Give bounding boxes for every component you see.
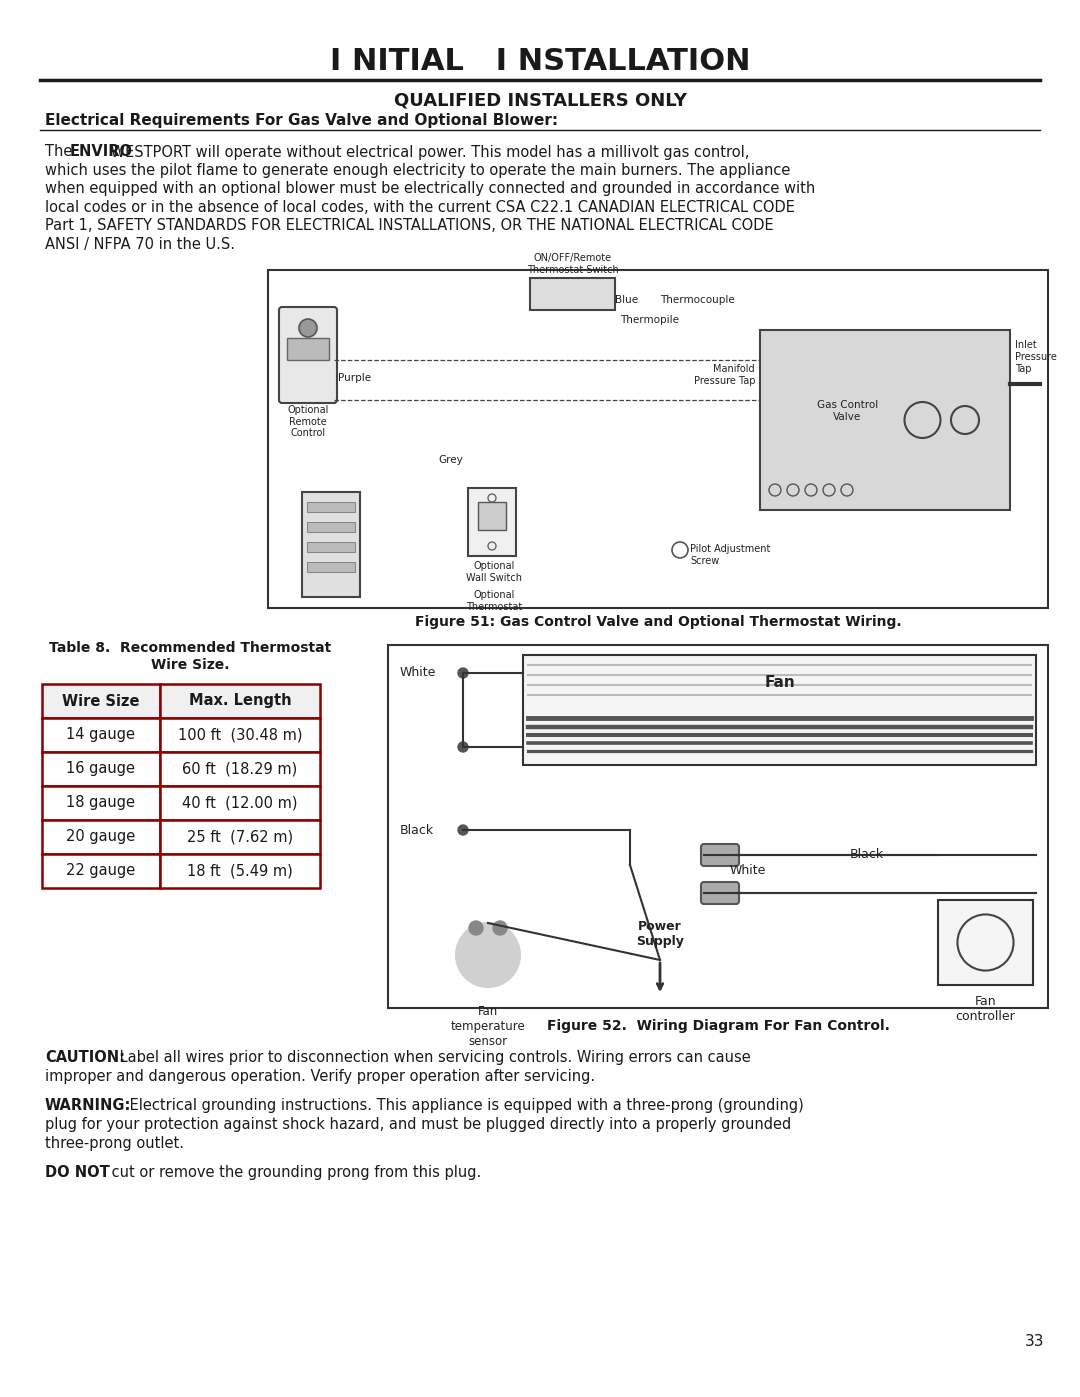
Circle shape [299,319,318,337]
Text: ANSI / NFPA 70 in the U.S.: ANSI / NFPA 70 in the U.S. [45,237,235,251]
Text: Figure 51: Gas Control Valve and Optional Thermostat Wiring.: Figure 51: Gas Control Valve and Optiona… [415,615,902,629]
FancyBboxPatch shape [279,307,337,402]
Text: Black: Black [850,848,885,862]
Text: 100 ft  (30.48 m): 100 ft (30.48 m) [178,728,302,742]
Text: 16 gauge: 16 gauge [67,761,135,777]
Bar [530,278,615,310]
Text: Table 8.  Recommended Thermostat: Table 8. Recommended Thermostat [49,641,332,655]
Text: White: White [400,666,436,679]
Text: ON/OFF/Remote
Thermostat Switch: ON/OFF/Remote Thermostat Switch [527,253,619,275]
Text: 14 gauge: 14 gauge [67,728,135,742]
Bar [160,787,320,820]
Text: Pilot Adjustment
Screw: Pilot Adjustment Screw [690,545,770,566]
Text: Optional
Wall Switch: Optional Wall Switch [465,562,522,583]
Text: improper and dangerous operation. Verify proper operation after servicing.: improper and dangerous operation. Verify… [45,1069,595,1084]
Bar [268,270,1048,608]
Text: CAUTION:: CAUTION: [45,1051,125,1065]
Text: WESTPORT will operate without electrical power. This model has a millivolt gas c: WESTPORT will operate without electrical… [107,144,750,159]
Text: Max. Length: Max. Length [189,693,292,708]
Bar [307,542,355,552]
Circle shape [469,921,483,935]
Bar [42,820,160,854]
Text: Black: Black [400,823,434,837]
Circle shape [458,668,468,678]
Text: Optional
Remote
Control: Optional Remote Control [287,405,328,439]
Text: Wire Size.: Wire Size. [151,658,229,672]
Text: Wire Size: Wire Size [63,693,139,708]
Bar [42,787,160,820]
Text: Fan
temperature
sensor: Fan temperature sensor [450,1004,525,1048]
Bar [42,685,160,718]
Text: Figure 52.  Wiring Diagram For Fan Control.: Figure 52. Wiring Diagram For Fan Contro… [546,1018,890,1032]
Text: plug for your protection against shock hazard, and must be plugged directly into: plug for your protection against shock h… [45,1118,792,1132]
FancyBboxPatch shape [701,844,739,866]
Text: Electrical grounding instructions. This appliance is equipped with a three-prong: Electrical grounding instructions. This … [125,1098,804,1113]
Circle shape [492,921,507,935]
Text: Inlet
Pressure
Tap: Inlet Pressure Tap [1015,341,1057,373]
Text: Blue: Blue [615,295,638,305]
Bar [302,492,360,597]
Text: Purple: Purple [338,373,372,383]
Text: 18 ft  (5.49 m): 18 ft (5.49 m) [187,863,293,879]
Bar [160,718,320,752]
Text: I NITIAL   I NSTALLATION: I NITIAL I NSTALLATION [329,47,751,77]
Text: Thermopile: Thermopile [620,314,679,326]
Text: Optional
Thermostat: Optional Thermostat [465,590,522,612]
Text: DO NOT: DO NOT [45,1165,110,1180]
Bar [760,330,1010,510]
Circle shape [458,826,468,835]
Text: 20 gauge: 20 gauge [66,830,136,845]
Text: when equipped with an optional blower must be electrically connected and grounde: when equipped with an optional blower mu… [45,182,815,197]
Text: which uses the pilot flame to generate enough electricity to operate the main bu: which uses the pilot flame to generate e… [45,163,791,177]
Bar [160,820,320,854]
Text: Power
Supply: Power Supply [636,921,684,949]
Text: Gas Control
Valve: Gas Control Valve [816,400,878,422]
Text: Thermocouple: Thermocouple [660,295,734,305]
Bar [307,522,355,532]
Text: The: The [45,144,77,159]
Bar [523,655,1036,766]
Text: Electrical Requirements For Gas Valve and Optional Blower:: Electrical Requirements For Gas Valve an… [45,113,558,127]
Text: 18 gauge: 18 gauge [67,795,135,810]
Circle shape [456,923,519,988]
Bar [939,900,1032,985]
Bar [478,502,507,529]
Bar [307,562,355,571]
Text: Manifold
Pressure Tap: Manifold Pressure Tap [693,365,755,386]
Bar [468,488,516,556]
Circle shape [458,742,468,752]
Text: Grey: Grey [438,455,462,465]
Text: three-prong outlet.: three-prong outlet. [45,1136,184,1151]
Bar [160,685,320,718]
Bar [42,854,160,888]
Text: 60 ft  (18.29 m): 60 ft (18.29 m) [183,761,298,777]
Text: Part 1, SAFETY STANDARDS FOR ELECTRICAL INSTALLATIONS, OR THE NATIONAL ELECTRICA: Part 1, SAFETY STANDARDS FOR ELECTRICAL … [45,218,773,233]
Bar [160,854,320,888]
FancyBboxPatch shape [701,882,739,904]
Text: cut or remove the grounding prong from this plug.: cut or remove the grounding prong from t… [107,1165,482,1180]
Text: Label all wires prior to disconnection when servicing controls. Wiring errors ca: Label all wires prior to disconnection w… [114,1051,751,1065]
Text: Fan: Fan [765,675,795,690]
Text: ENVIRO: ENVIRO [69,144,133,159]
Text: 25 ft  (7.62 m): 25 ft (7.62 m) [187,830,293,845]
Text: 22 gauge: 22 gauge [66,863,136,879]
Bar [287,338,329,360]
Bar [42,718,160,752]
Text: 33: 33 [1025,1334,1044,1350]
Text: WARNING:: WARNING: [45,1098,132,1113]
Text: QUALIFIED INSTALLERS ONLY: QUALIFIED INSTALLERS ONLY [393,91,687,109]
Bar [160,752,320,787]
Text: Fan
controller: Fan controller [956,995,1015,1023]
Text: 40 ft  (12.00 m): 40 ft (12.00 m) [183,795,298,810]
Bar [307,502,355,511]
Text: local codes or in the absence of local codes, with the current CSA C22.1 CANADIA: local codes or in the absence of local c… [45,200,795,215]
Text: White: White [730,865,767,877]
Bar [388,645,1048,1009]
Bar [42,752,160,787]
